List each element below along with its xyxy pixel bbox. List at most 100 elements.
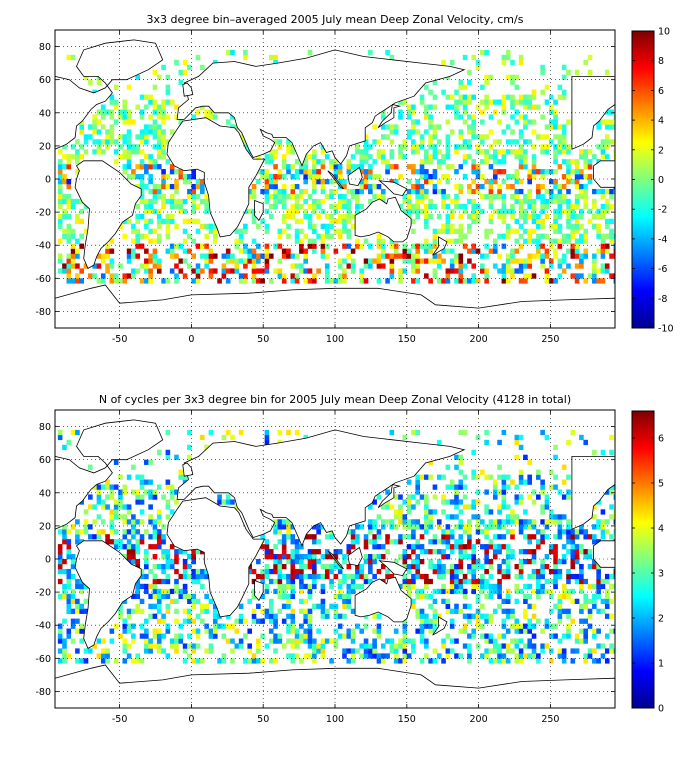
data-cell: [303, 618, 309, 624]
data-cell: [613, 583, 615, 590]
data-cell: [449, 208, 455, 215]
data-cell: [566, 489, 571, 495]
data-cell: [505, 263, 511, 269]
data-cell: [169, 643, 175, 649]
data-cell: [475, 529, 481, 535]
data-cell: [152, 554, 158, 560]
data-cell: [337, 203, 343, 210]
data-cell: [152, 193, 158, 200]
data-cell: [79, 608, 85, 614]
data-cell: [122, 233, 128, 239]
data-cell: [475, 208, 481, 215]
data-cell: [467, 563, 472, 570]
data-cell: [604, 593, 610, 600]
data-cell: [187, 633, 192, 639]
data-cell: [436, 253, 442, 259]
data-cell: [497, 504, 502, 510]
data-cell: [436, 653, 442, 659]
data-cell: [583, 228, 589, 234]
data-cell: [195, 203, 201, 210]
data-cell: [225, 638, 231, 644]
data-cell: [518, 479, 524, 485]
data-cell: [600, 119, 606, 125]
data-cell: [497, 603, 502, 609]
data-cell: [294, 549, 300, 555]
data-cell: [152, 643, 158, 649]
data-cell: [592, 603, 597, 609]
data-cell: [307, 213, 313, 220]
data-cell: [135, 203, 141, 210]
data-cell: [57, 434, 63, 441]
data-cell: [169, 509, 175, 515]
data-cell: [419, 613, 425, 619]
data-cell: [312, 583, 317, 590]
data-cell: [385, 49, 390, 56]
data-cell: [510, 268, 515, 274]
data-cell: [161, 64, 166, 71]
data-cell: [156, 638, 162, 644]
data-cell: [200, 268, 205, 274]
data-cell: [161, 633, 166, 639]
data-cell: [467, 534, 472, 540]
data-cell: [475, 218, 481, 224]
data-cell: [497, 524, 502, 530]
data-cell: [273, 243, 278, 249]
data-cell: [566, 578, 571, 585]
data-cell: [566, 539, 571, 545]
data-cell: [497, 213, 502, 220]
data-cell: [596, 188, 601, 195]
data-cell: [122, 648, 128, 654]
data-cell: [208, 643, 214, 649]
data-cell: [561, 149, 567, 155]
data-cell: [230, 638, 235, 644]
data-cell: [441, 643, 446, 649]
data-cell: [467, 144, 472, 150]
data-cell: [613, 253, 615, 259]
data-cell: [277, 273, 283, 279]
data-cell: [428, 539, 433, 545]
data-cell: [342, 203, 347, 210]
cycles-panel: N of cycles per 3x3 degree bin for 2005 …: [35, 393, 664, 725]
data-cell: [122, 164, 128, 170]
data-cell: [523, 559, 528, 565]
data-cell: [281, 524, 287, 530]
data-cell: [484, 429, 489, 436]
data-cell: [536, 583, 541, 590]
data-cell: [268, 638, 274, 644]
data-cell: [359, 278, 365, 284]
data-cell: [342, 603, 347, 609]
data-cell: [256, 243, 261, 249]
data-cell: [329, 658, 334, 664]
data-cell: [144, 208, 149, 215]
data-cell: [441, 509, 446, 515]
data-cell: [419, 544, 425, 550]
data-cell: [398, 268, 403, 274]
data-cell: [574, 238, 580, 244]
data-cell: [96, 278, 102, 284]
data-cell: [492, 544, 498, 550]
data-cell: [419, 144, 425, 150]
data-cell: [83, 74, 89, 80]
data-cell: [256, 223, 261, 229]
data-cell: [368, 539, 373, 545]
data-cell: [432, 608, 438, 614]
data-cell: [548, 509, 554, 515]
data-cell: [570, 618, 576, 624]
data-cell: [540, 539, 545, 545]
data-cell: [182, 228, 188, 234]
data-cell: [492, 524, 498, 530]
data-cell: [152, 104, 158, 110]
data-cell: [333, 278, 339, 284]
data-cell: [264, 544, 270, 550]
data-cell: [294, 238, 300, 244]
data-cell: [523, 593, 528, 600]
data-cell: [320, 603, 326, 609]
data-cell: [402, 578, 408, 585]
data-cell: [398, 144, 403, 150]
data-cell: [346, 164, 352, 170]
data-cell: [264, 228, 270, 234]
x-tick-label: 0: [188, 334, 194, 345]
data-cell: [600, 253, 606, 259]
data-cell: [161, 104, 166, 110]
data-cell: [424, 583, 429, 590]
